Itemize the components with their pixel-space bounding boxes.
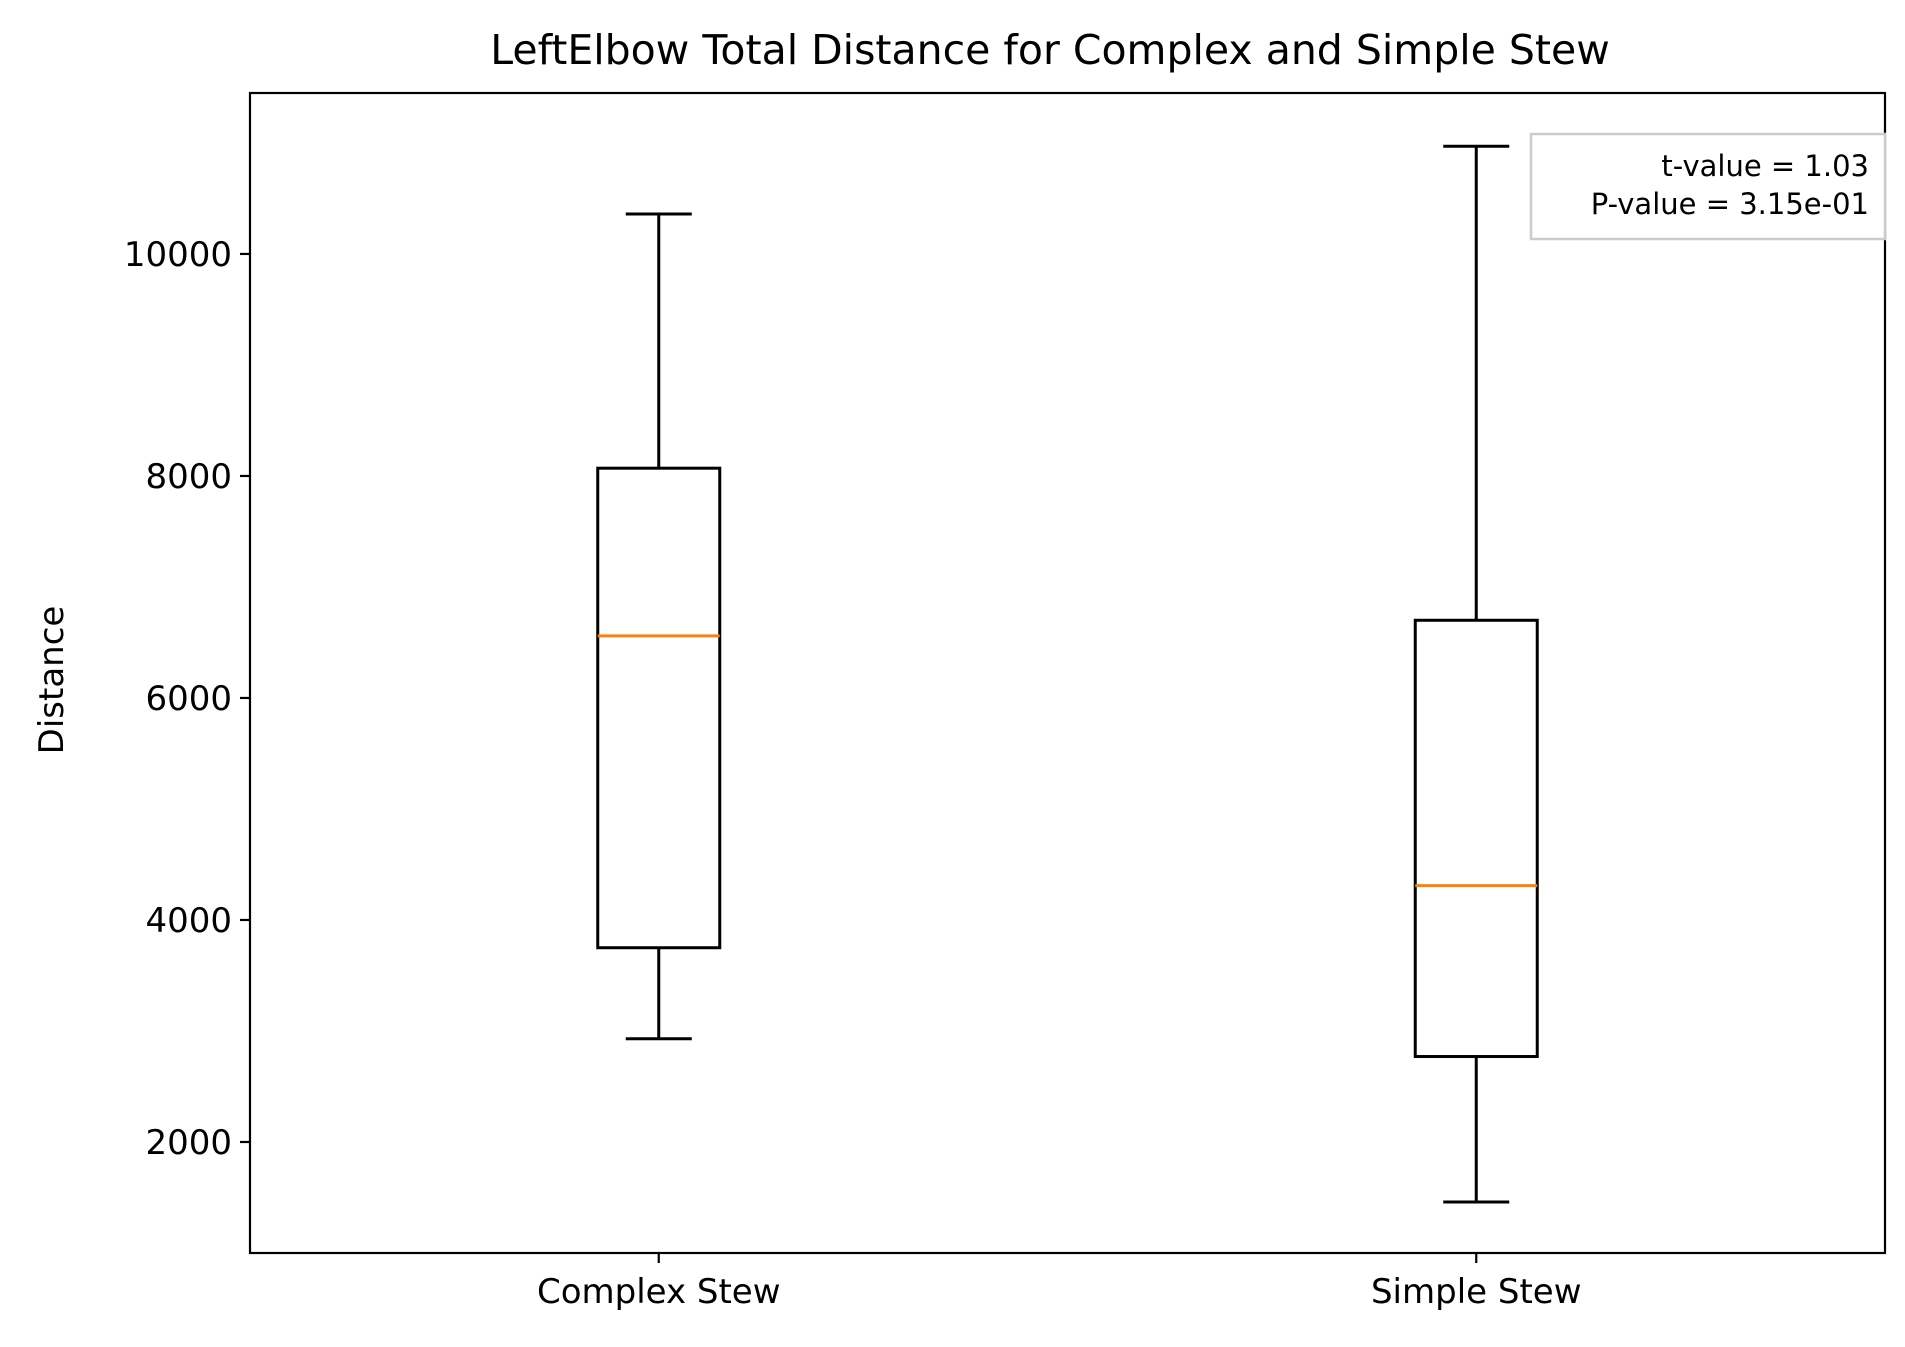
t-value-text: t-value = 1.03 [1661, 149, 1869, 183]
iqr-box [1413, 618, 1539, 1059]
y-tick-label: 2000 [145, 1123, 232, 1163]
x-tick-label: Complex Stew [537, 1272, 781, 1312]
x-tick-label: Simple Stew [1371, 1272, 1582, 1312]
y-tick-label: 10000 [124, 235, 232, 275]
iqr-box [596, 466, 722, 950]
y-tick-label: 4000 [145, 901, 232, 941]
box-group [596, 212, 722, 1041]
box-group [1413, 144, 1539, 1204]
plot-area-frame [248, 91, 1887, 1255]
stats-annotation-box [1529, 132, 1887, 241]
y-tick-label: 8000 [145, 457, 232, 497]
y-tick-label: 6000 [145, 679, 232, 719]
y-axis-label: Distance [32, 606, 72, 755]
stats-annotation: t-value = 1.03 P-value = 3.15e-01 [1529, 132, 1887, 241]
chart-title: LeftElbow Total Distance for Complex and… [490, 26, 1610, 74]
boxes-layer [596, 144, 1539, 1204]
p-value-text: P-value = 3.15e-01 [1591, 187, 1869, 221]
x-ticks: Complex Stew Simple Stew [537, 1253, 1582, 1312]
y-ticks: 2000 4000 6000 8000 10000 [124, 235, 250, 1163]
